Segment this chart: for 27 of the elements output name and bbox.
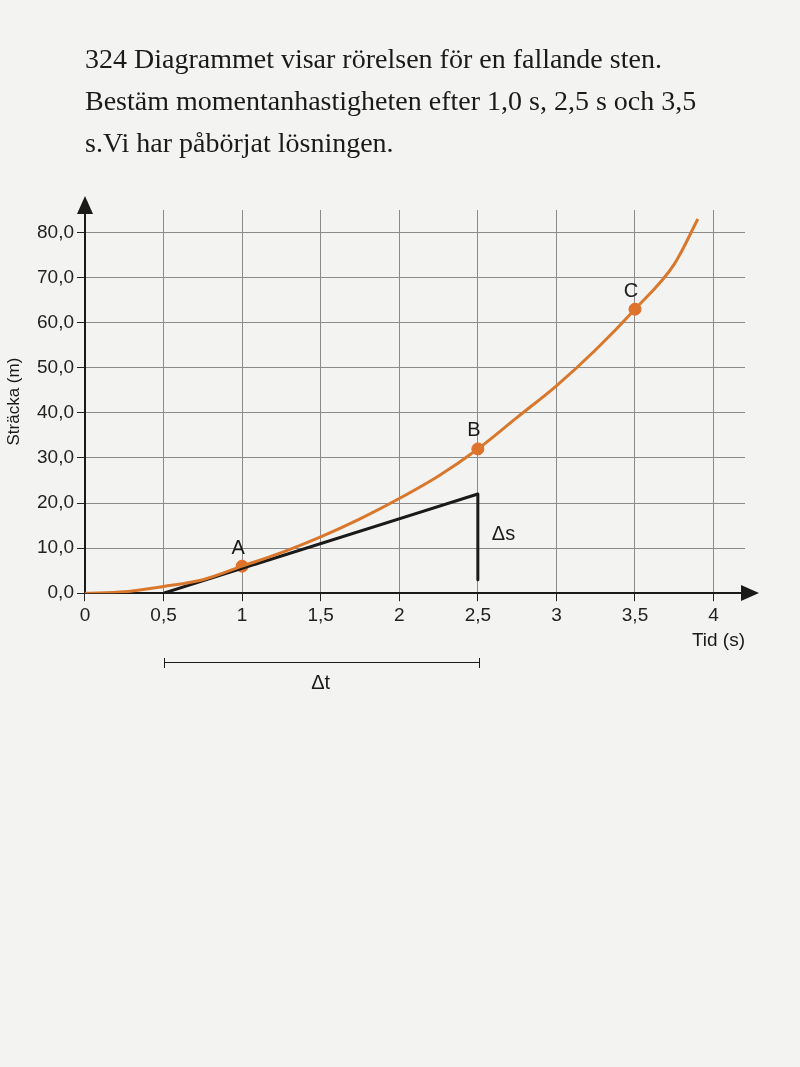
annotation: C xyxy=(623,278,639,301)
x-tick-label: 3 xyxy=(551,603,562,625)
y-tick-label: 80,0 xyxy=(37,220,74,242)
chart-title: 324 Diagrammet visar rörelsen för en fallande sten. Bestäm momentanhastigheten efter 1,0 s, 2,5 s och 3,5 s.Vi har påbörjat lösningen. xyxy=(85,42,698,160)
y-tick-label: 20,0 xyxy=(37,491,74,513)
y-tick-label: 70,0 xyxy=(37,265,74,287)
x-tick-label: 0 xyxy=(79,603,91,625)
x-tick-label: 0,5 xyxy=(150,603,177,625)
x-tick-label: 4 xyxy=(708,603,720,625)
y-axis-title: Sträcka (m) xyxy=(3,357,23,446)
y-tick-label: 50,0 xyxy=(37,356,74,378)
y-tick-label: 30,0 xyxy=(37,446,74,468)
y-tick-label: 0,0 xyxy=(47,581,74,603)
x-tick-label: 2,5 xyxy=(464,603,492,625)
x-tick-label: 1 xyxy=(236,603,248,625)
annotation: B xyxy=(467,418,481,441)
x-axis-title: Tid (s) xyxy=(691,628,745,650)
y-tick-label: 10,0 xyxy=(37,536,74,558)
annotation: Δs xyxy=(491,522,516,545)
text: Δt xyxy=(311,670,331,693)
x-tick-label: 3,5 xyxy=(621,603,649,625)
y-tick-label: 40,0 xyxy=(37,401,74,423)
y-tick-label: 60,0 xyxy=(37,310,74,332)
line-series xyxy=(84,217,700,594)
x-tick-label: 1,5 xyxy=(307,603,334,625)
annotation: A xyxy=(231,535,246,558)
x-tick-label: 2 xyxy=(393,603,405,625)
